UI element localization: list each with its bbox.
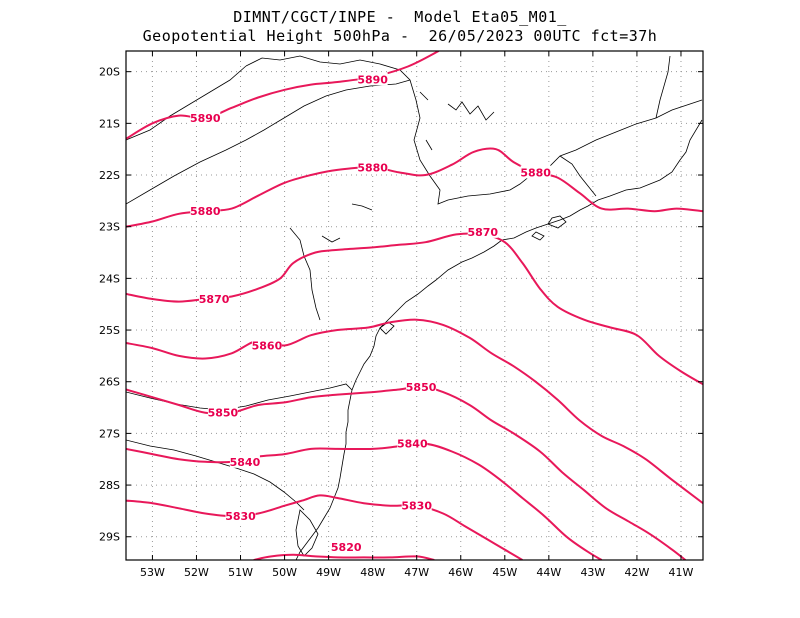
lon-tick-label: 43W bbox=[580, 566, 605, 579]
contour-label-bg bbox=[199, 292, 230, 306]
contour-label-bg bbox=[397, 436, 428, 450]
contour-label-5830: 5830 bbox=[225, 510, 256, 523]
lon-tick-label: 49W bbox=[316, 566, 341, 579]
border-sp-pr bbox=[126, 79, 411, 205]
lat-tick-label: 29S bbox=[99, 531, 120, 544]
lon-tick-label: 42W bbox=[624, 566, 649, 579]
map-title-line1: DIMNT/CGCT/INPE - Model Eta05_M01_ bbox=[233, 8, 567, 26]
contour-label-5820: 5820 bbox=[331, 541, 362, 554]
lat-tick-label: 21S bbox=[99, 117, 120, 130]
reservoirs bbox=[321, 91, 495, 243]
lagoa-dos-patos bbox=[295, 509, 319, 557]
lat-tick-label: 22S bbox=[99, 169, 120, 182]
lat-tick-label: 28S bbox=[99, 479, 120, 492]
contour-label-bg bbox=[357, 72, 388, 86]
contour-label-bg bbox=[406, 379, 437, 393]
contour-label-bg bbox=[190, 111, 221, 125]
contour-label-bg bbox=[190, 204, 221, 218]
lat-tick-label: 24S bbox=[99, 272, 120, 285]
contour-5820 bbox=[253, 553, 435, 560]
lon-tick-label: 46W bbox=[448, 566, 473, 579]
contour-label-bg bbox=[229, 454, 260, 468]
border-ms-pr bbox=[126, 65, 247, 141]
lat-lon-grid bbox=[126, 51, 703, 560]
lon-tick-label: 53W bbox=[140, 566, 165, 579]
contour-labels: 5890 5890 5880 5880 5880 5870 5870 5860 5850 5850… bbox=[190, 72, 551, 554]
border-mg-es bbox=[655, 55, 671, 119]
lon-tick-label: 51W bbox=[228, 566, 253, 579]
lat-tick-label: 23S bbox=[99, 221, 120, 234]
contour-label-5870: 5870 bbox=[467, 226, 498, 239]
lat-tick-label: 27S bbox=[99, 427, 120, 440]
contour-label-5840: 5840 bbox=[397, 438, 428, 451]
contour-label-bg bbox=[331, 540, 362, 554]
contour-label-bg bbox=[357, 160, 388, 174]
contour-5880 bbox=[126, 147, 703, 228]
contour-label-5890: 5890 bbox=[190, 112, 221, 125]
contour-label-bg bbox=[520, 165, 551, 179]
contour-5890 bbox=[126, 51, 440, 140]
contour-label-5860: 5860 bbox=[252, 340, 283, 353]
lon-tick-label: 44W bbox=[536, 566, 561, 579]
contour-label-5890: 5890 bbox=[357, 73, 388, 86]
map-title-line2: Geopotential Height 500hPa - 26/05/2023 … bbox=[142, 27, 658, 45]
contour-5840 bbox=[126, 442, 603, 560]
lon-tick-label: 48W bbox=[360, 566, 385, 579]
contour-label-bg bbox=[467, 224, 498, 238]
contour-label-5870: 5870 bbox=[199, 293, 230, 306]
contour-label-5880: 5880 bbox=[520, 166, 551, 179]
contour-5870 bbox=[126, 232, 703, 386]
contour-label-5850: 5850 bbox=[406, 381, 437, 394]
lon-tick-label: 50W bbox=[272, 566, 297, 579]
contour-5830 bbox=[126, 494, 523, 560]
lon-tick-label: 47W bbox=[404, 566, 429, 579]
contour-label-5840: 5840 bbox=[230, 456, 261, 469]
contour-label-5830: 5830 bbox=[401, 500, 432, 513]
axis-ticks: 20S 21S 22S 23S 24S 25S 26S 27S 28S 29S 53W 52W 51W 5… bbox=[99, 51, 703, 579]
atlantic-coastline bbox=[295, 119, 703, 560]
lat-tick-label: 25S bbox=[99, 324, 120, 337]
contour-label-bg bbox=[251, 338, 282, 352]
contour-label-5850: 5850 bbox=[208, 407, 239, 420]
contour-label-5880: 5880 bbox=[357, 161, 388, 174]
guanabara-bay bbox=[547, 215, 567, 229]
border-pr-paraguay bbox=[289, 227, 321, 321]
lat-tick-label: 26S bbox=[99, 376, 120, 389]
contour-5860 bbox=[126, 318, 703, 504]
lon-tick-label: 41W bbox=[669, 566, 694, 579]
lon-tick-label: 52W bbox=[184, 566, 209, 579]
border-rj-mg bbox=[559, 155, 597, 197]
coastline-and-borders bbox=[126, 55, 703, 560]
contour-label-bg bbox=[207, 405, 238, 419]
plot-frame bbox=[125, 50, 704, 561]
ilha-grande bbox=[531, 231, 545, 241]
border-sc-rs bbox=[126, 439, 305, 511]
lat-tick-label: 20S bbox=[99, 66, 120, 79]
contour-label-bg bbox=[401, 498, 432, 512]
lon-tick-label: 45W bbox=[492, 566, 517, 579]
contour-label-bg bbox=[225, 509, 256, 523]
contour-lines bbox=[126, 51, 703, 560]
border-mg-sp bbox=[245, 55, 703, 205]
contour-label-5880: 5880 bbox=[190, 205, 221, 218]
